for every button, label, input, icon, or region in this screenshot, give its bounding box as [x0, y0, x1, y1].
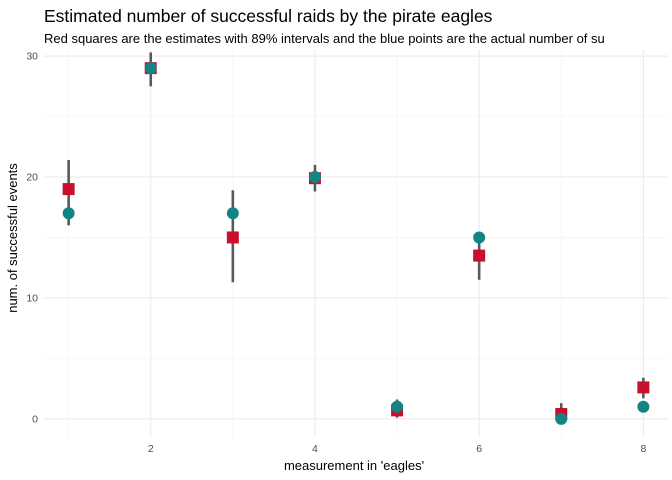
actual-point [226, 207, 239, 220]
y-tick-labels: 0 10 20 30 [26, 51, 38, 426]
y-tick-label: 30 [26, 51, 38, 63]
x-tick-labels: 2 4 6 8 [148, 443, 647, 455]
actual-point [62, 207, 75, 220]
x-tick-label: 4 [312, 443, 318, 455]
chart-title: Estimated number of successful raids by … [44, 6, 493, 26]
y-tick-label: 20 [26, 172, 38, 184]
actual-point [144, 62, 157, 75]
chart-subtitle: Red squares are the estimates with 89% i… [44, 31, 605, 46]
y-tick-label: 0 [32, 414, 38, 426]
y-axis-title: num. of successful events [5, 163, 20, 313]
estimate-point [637, 381, 650, 394]
x-tick-label: 8 [640, 443, 646, 455]
y-tick-label: 10 [26, 293, 38, 305]
actual-point [308, 170, 321, 183]
estimate-point [62, 183, 75, 196]
grid-lines [44, 50, 668, 437]
actual-point [391, 400, 404, 413]
actual-points [62, 62, 650, 425]
estimate-point [473, 249, 486, 262]
x-axis-title: measurement in 'eagles' [284, 458, 424, 473]
estimate-point [226, 231, 239, 244]
actual-point [555, 412, 568, 425]
x-tick-label: 2 [148, 443, 154, 455]
x-tick-label: 6 [476, 443, 482, 455]
actual-point [473, 231, 486, 244]
interval-bars [67, 52, 645, 419]
actual-point [637, 400, 650, 413]
